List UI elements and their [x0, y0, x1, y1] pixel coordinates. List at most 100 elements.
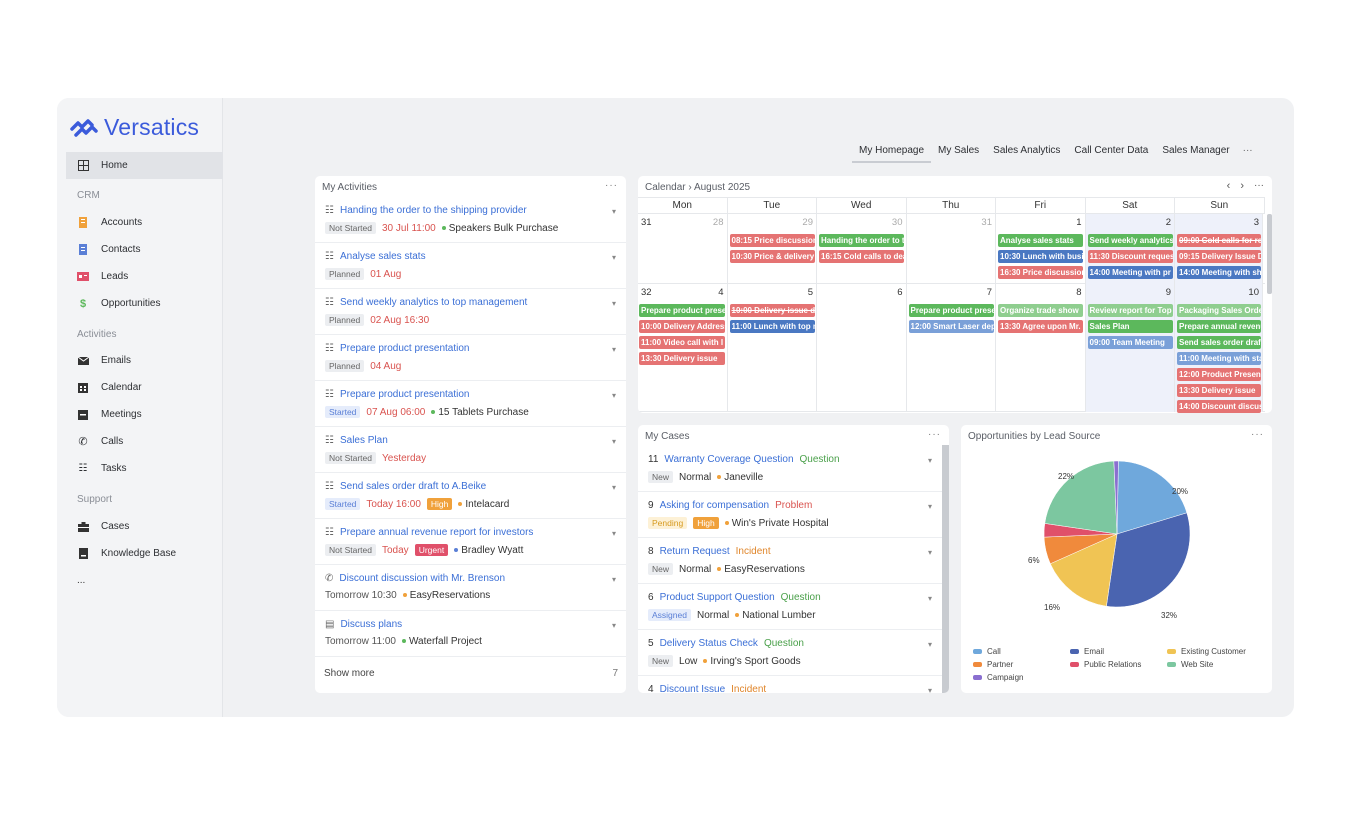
pie-slice-web-site[interactable]: [1044, 460, 1118, 535]
calendar-day[interactable]: 7 Prepare product prese 12:00 Smart Lase…: [907, 284, 996, 412]
calendar-event[interactable]: 16:15 Cold calls to dea: [819, 250, 904, 263]
prev-month-button[interactable]: ‹: [1226, 180, 1231, 192]
calendar-day[interactable]: 31: [907, 214, 996, 284]
calendar-day[interactable]: 30 Handing the order to the 16:15 Cold c…: [817, 214, 907, 284]
sidebar-more[interactable]: ...: [77, 575, 86, 586]
calendar-event[interactable]: Analyse sales stats: [998, 234, 1083, 247]
case-title[interactable]: Warranty Coverage Question: [664, 454, 794, 465]
calendar-event[interactable]: 11:30 Discount request: [1087, 250, 1173, 263]
case-item[interactable]: 4 Discount Issue Incident ▾: [638, 676, 942, 693]
calendar-event[interactable]: 14:00 Meeting with pr: [1087, 266, 1173, 279]
calendar-day[interactable]: 3 09:00 Cold calls for re 09:15 Delivery…: [1175, 214, 1263, 284]
activity-item[interactable]: ☷ Sales Plan Not Started Yesterday ▾: [315, 427, 626, 473]
case-title[interactable]: Product Support Question: [659, 592, 775, 603]
activity-title[interactable]: Prepare annual revenue report for invest…: [339, 527, 534, 538]
chevron-down-icon[interactable]: ▾: [611, 437, 616, 446]
sidebar-item-contacts[interactable]: Contacts: [66, 236, 223, 263]
calendar-event[interactable]: 10:00 Delivery Address: [639, 320, 725, 333]
calendar-event[interactable]: Prepare product prese: [639, 304, 725, 317]
calendar-event[interactable]: 12:00 Product Present: [1177, 368, 1261, 381]
related-record[interactable]: Waterfall Project: [401, 636, 482, 647]
calendar-event[interactable]: 13:30 Delivery issue: [1177, 384, 1261, 397]
calendar-event[interactable]: 09:15 Delivery Issue D: [1177, 250, 1261, 263]
calendar-event[interactable]: 11:00 Meeting with sta: [1177, 352, 1261, 365]
tab-sales-manager[interactable]: Sales Manager: [1162, 145, 1230, 156]
activity-title[interactable]: Handing the order to the shipping provid…: [339, 205, 527, 216]
case-item[interactable]: 8 Return Request Incident New Normal EasyRes…: [638, 538, 942, 584]
calendar-event[interactable]: Send sales order draft: [1177, 336, 1261, 349]
calendar-event[interactable]: 13:30 Agree upon Mr.: [998, 320, 1083, 333]
next-month-button[interactable]: ›: [1240, 180, 1244, 192]
activity-title[interactable]: Send sales order draft to A.Beike: [339, 481, 487, 492]
case-title[interactable]: Asking for compensation: [659, 500, 770, 511]
calendar-event[interactable]: 09:00 Team Meeting: [1087, 336, 1173, 349]
pie-slice-existing-customer[interactable]: [1050, 533, 1118, 607]
activity-item[interactable]: ☷ Analyse sales stats Planned 01 Aug ▾: [315, 243, 626, 289]
sidebar-item-calls[interactable]: ✆ Calls: [66, 428, 223, 455]
related-account[interactable]: National Lumber: [735, 610, 816, 621]
calendar-event[interactable]: Send weekly analytics: [1087, 234, 1173, 247]
related-record[interactable]: Bradley Wyatt: [454, 545, 523, 556]
activity-title[interactable]: Discount discussion with Mr. Brenson: [339, 573, 506, 584]
calendar-event[interactable]: 11:00 Lunch with top m: [729, 320, 815, 333]
case-item[interactable]: 11 Warranty Coverage Question Question New…: [638, 446, 942, 492]
legend-item[interactable]: Existing Customer: [1167, 647, 1246, 656]
calendar-event[interactable]: 14:00 Meeting with sh: [1177, 266, 1261, 279]
calendar-event[interactable]: 10:30 Price & delivery: [729, 250, 815, 263]
pie-slice-campaign[interactable]: [1113, 460, 1119, 535]
sidebar-item-leads[interactable]: Leads: [66, 263, 223, 290]
related-record[interactable]: Intelacard: [458, 499, 509, 510]
related-record[interactable]: Speakers Bulk Purchase: [441, 223, 558, 234]
chevron-down-icon[interactable]: ▾: [611, 253, 616, 262]
legend-item[interactable]: Partner: [973, 660, 1013, 669]
calendar-day[interactable]: 5 10:00 Delivery issue d 11:00 Lunch wit…: [728, 284, 817, 412]
calendar-scrollbar[interactable]: [1267, 214, 1272, 294]
calendar-event[interactable]: 12:00 Smart Laser dep: [908, 320, 994, 333]
tabs-more-button[interactable]: ···: [1242, 145, 1253, 156]
chevron-down-icon[interactable]: ▾: [611, 483, 616, 492]
chevron-down-icon[interactable]: ▾: [927, 594, 932, 603]
calendar-day[interactable]: 2 Send weekly analytics 11:30 Discount r…: [1085, 214, 1175, 284]
calendar-event[interactable]: Handing the order to the: [819, 234, 904, 247]
calendar-day[interactable]: 10 Packaging Sales Order Prepare annual …: [1175, 284, 1263, 413]
chevron-down-icon[interactable]: ▾: [927, 456, 932, 465]
calendar-day[interactable]: 29 08:15 Price discussion 10:30 Price & …: [728, 214, 817, 284]
related-record[interactable]: EasyReservations: [402, 590, 490, 601]
calendar-day[interactable]: 6: [817, 284, 907, 412]
calendar-event[interactable]: 10:00 Delivery issue d: [729, 304, 815, 317]
calendar-event[interactable]: 11:00 Video call with I: [639, 336, 725, 349]
related-record[interactable]: 15 Tablets Purchase: [431, 407, 529, 418]
sidebar-item-emails[interactable]: Emails: [66, 347, 223, 374]
sidebar-item-knowledge-base[interactable]: Knowledge Base: [66, 540, 223, 567]
activity-title[interactable]: Discuss plans: [340, 619, 403, 630]
sidebar-item-opportunities[interactable]: $ Opportunities: [66, 290, 223, 317]
tab-my-sales[interactable]: My Sales: [938, 145, 980, 156]
panel-menu-button[interactable]: ···: [928, 429, 941, 440]
activity-item[interactable]: ☷ Send weekly analytics to top management…: [315, 289, 626, 335]
tab-my-homepage[interactable]: My Homepage: [852, 145, 932, 163]
activity-item[interactable]: ▤ Discuss plans Tomorrow 11:00 Waterfall P…: [315, 611, 626, 657]
panel-menu-button[interactable]: ···: [1251, 429, 1264, 440]
related-account[interactable]: EasyReservations: [717, 564, 805, 575]
chevron-down-icon[interactable]: ▾: [611, 575, 616, 584]
activity-item[interactable]: ☷ Prepare product presentation Planned 04 …: [315, 335, 626, 381]
activity-title[interactable]: Sales Plan: [339, 435, 388, 446]
sidebar-item-tasks[interactable]: ☷ Tasks: [66, 455, 223, 482]
pie-slice-call[interactable]: [1116, 460, 1188, 535]
activity-title[interactable]: Prepare product presentation: [339, 343, 470, 354]
chevron-down-icon[interactable]: ▾: [927, 686, 932, 693]
chevron-down-icon[interactable]: ▾: [927, 640, 932, 649]
sidebar-item-cases[interactable]: Cases: [66, 513, 223, 540]
calendar-event[interactable]: Organize trade show: [998, 304, 1083, 317]
sidebar-item-calendar[interactable]: Calendar: [66, 374, 223, 401]
legend-item[interactable]: Web Site: [1167, 660, 1213, 669]
related-account[interactable]: Janeville: [717, 472, 763, 483]
legend-item[interactable]: Campaign: [973, 673, 1023, 682]
calendar-event[interactable]: 09:00 Cold calls for re: [1177, 234, 1261, 247]
calendar-day[interactable]: 8 Organize trade show 13:30 Agree upon M…: [996, 284, 1086, 412]
show-more-link[interactable]: Show more: [324, 668, 375, 679]
sidebar-item-accounts[interactable]: Accounts: [66, 209, 223, 236]
calendar-event[interactable]: 16:30 Price discussion: [998, 266, 1083, 279]
calendar-title[interactable]: Calendar: [645, 182, 686, 193]
legend-item[interactable]: Email: [1070, 647, 1104, 656]
